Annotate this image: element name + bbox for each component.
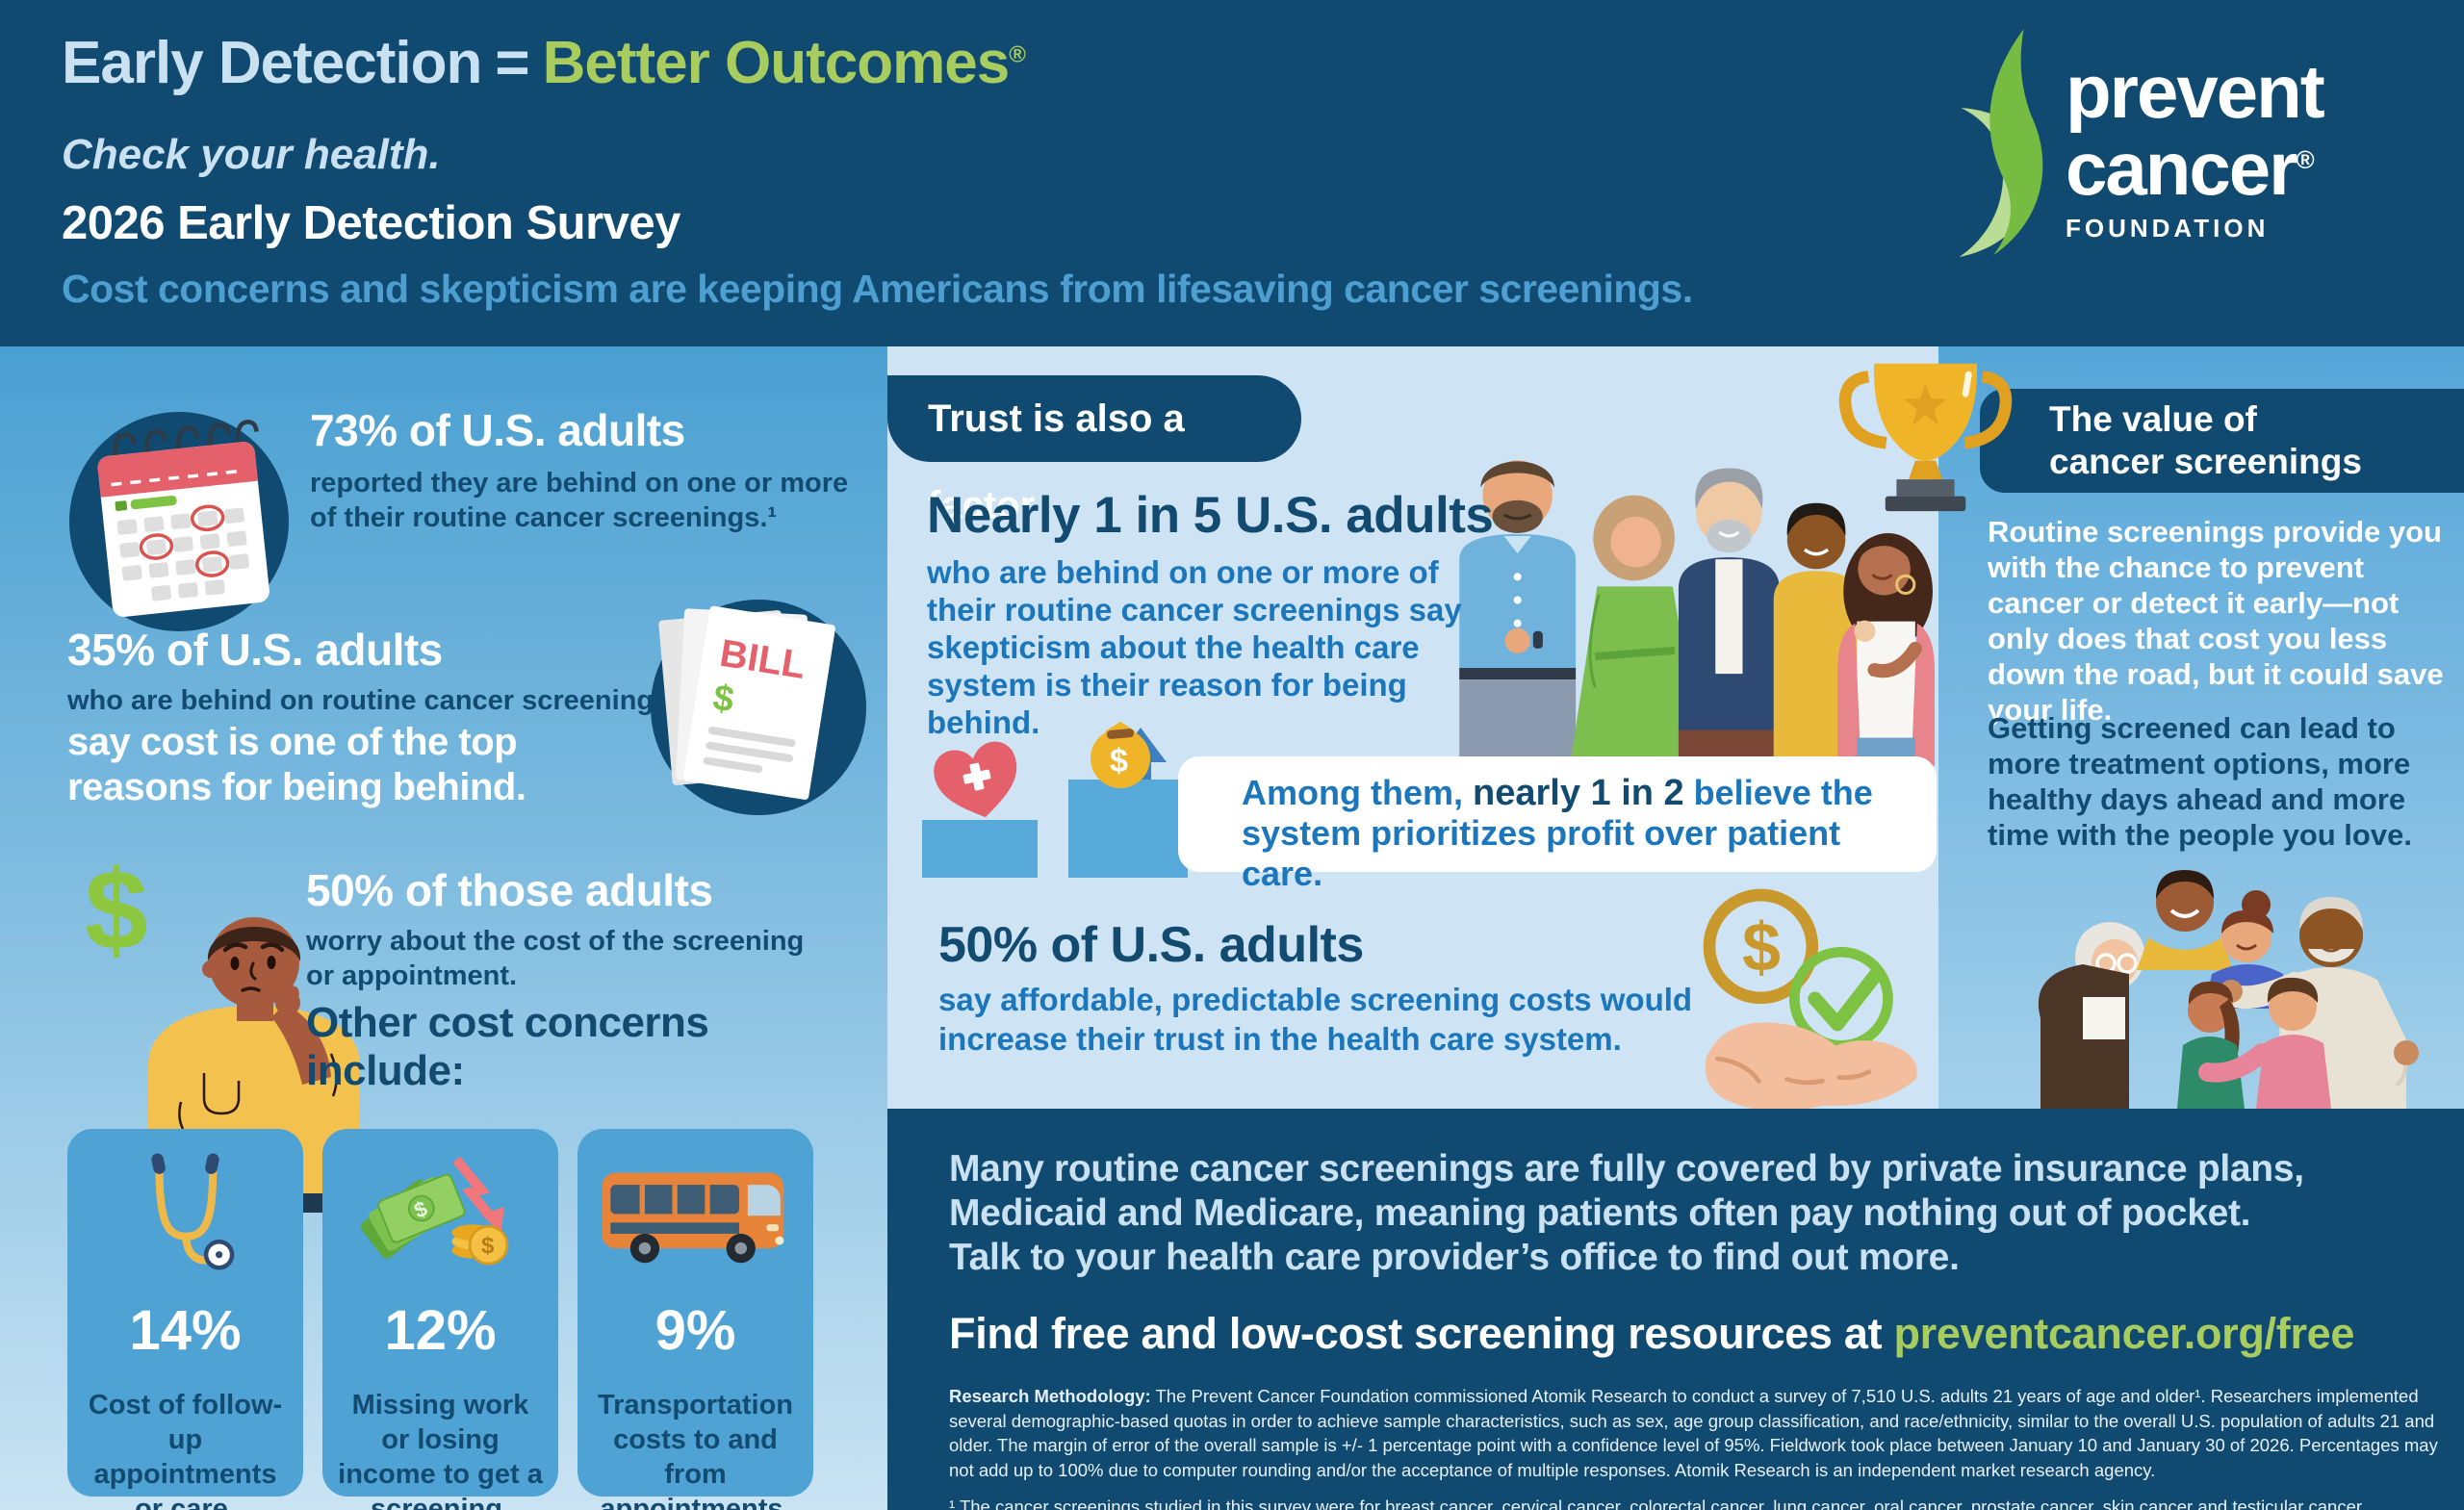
adults-group-illustration — [1459, 460, 1935, 766]
callout-bold: nearly 1 in 2 — [1473, 773, 1684, 813]
logo-ribbon-icon — [1959, 29, 2043, 258]
methodology-text: The Prevent Cancer Foundation commission… — [949, 1386, 2438, 1480]
callout-1in2: Among them, nearly 1 in 2 believe the sy… — [1178, 756, 1937, 893]
equals-sign: = — [495, 30, 529, 96]
logo-word-cancer: cancer® — [2066, 126, 2315, 211]
stat-1in5-headline: Nearly 1 in 5 U.S. adults — [927, 487, 1494, 544]
trust-section-header: Trust is also a factor — [887, 375, 1301, 526]
stat-73-headline: 73% of U.S. adults — [310, 405, 685, 455]
header-band: Early Detection = Better Outcomes® Check y… — [0, 0, 2464, 346]
screenings-footnote: ¹ The cancer screenings studied in this … — [949, 1497, 2367, 1510]
card-percentage: 14% — [129, 1299, 242, 1362]
title-early-detection: Early Detection — [62, 30, 482, 96]
footer-coverage-text: Many routine cancer screenings are fully… — [949, 1148, 2304, 1234]
affordable-cost-hand-icon: $ — [1703, 888, 1917, 1109]
footer-talk-text: Talk to your health care provider’s offi… — [949, 1237, 1960, 1278]
stat-50-left-headline: 50% of those adults — [306, 865, 713, 915]
stat-50-left-body: worry about the cost of the screening or… — [306, 926, 805, 991]
logo-word-foundation: FOUNDATION — [2066, 214, 2270, 243]
cost-card-followup: 14% Cost of follow-up appointments or ca… — [67, 1129, 303, 1510]
prevent-cancer-logo: prevent cancer® FOUNDATION — [1952, 21, 2448, 310]
lost-income-icon: $ $ — [336, 1140, 545, 1294]
stat-1in5-body: who are behind on one or more of their r… — [927, 554, 1462, 740]
medical-bill-icon: BILL $ — [651, 600, 866, 815]
health-vs-money-podium-icon: $ — [922, 722, 1188, 878]
other-cost-concerns-heading: Other cost concerns include: — [306, 999, 709, 1094]
family-hug-illustration — [2038, 870, 2419, 1109]
preventcancer-free-link[interactable]: preventcancer.org/free — [1893, 1309, 2355, 1358]
card-label: Cost of follow-up appointments or care. — [88, 1390, 283, 1510]
footer-band: Many routine cancer screenings are fully… — [887, 1109, 2464, 1510]
cta-prefix: Find free and low-cost screening resourc… — [949, 1309, 1894, 1358]
stat-35-headline: 35% of U.S. adults — [67, 625, 443, 675]
stat-50-mid-headline: 50% of U.S. adults — [938, 917, 1364, 973]
page-title: Early Detection = Better Outcomes® — [62, 29, 1026, 97]
card-percentage: 9% — [654, 1299, 736, 1362]
stat-50-mid-body: say affordable, predictable screening co… — [938, 982, 1693, 1057]
callout-prefix: Among them, — [1242, 773, 1473, 812]
research-methodology: Research Methodology: The Prevent Cancer… — [949, 1384, 2449, 1482]
stat-35-subline: who are behind on routine cancer screeni… — [67, 685, 670, 716]
tagline: Check your health. — [62, 131, 441, 178]
stat-35-emphasis: say cost is one of the top reasons for b… — [67, 721, 526, 808]
cost-card-transportation: 9% Transportation costs to and from appo… — [578, 1129, 813, 1510]
calendar-icon — [97, 420, 270, 617]
methodology-label: Research Methodology: — [949, 1386, 1151, 1406]
value-title-line2: cancer screenings — [2049, 442, 2362, 481]
value-paragraph-2: Getting screened can lead to more treatm… — [1988, 711, 2412, 852]
coin-dollar: $ — [1742, 909, 1781, 986]
bus-icon — [591, 1140, 800, 1294]
card-label: Missing work or losing income to get a s… — [338, 1390, 543, 1510]
card-percentage: 12% — [384, 1299, 497, 1362]
logo-registered-mark: ® — [2296, 145, 2315, 174]
value-paragraph-1: Routine screenings provide you with the … — [1988, 515, 2444, 727]
value-title-line1: The value of — [2049, 399, 2257, 439]
value-section-header: The value of cancer screenings — [1980, 389, 2464, 493]
logo-text: prevent cancer® FOUNDATION — [2066, 21, 2325, 243]
survey-subtitle: Cost concerns and skepticism are keeping… — [62, 267, 1693, 311]
card-label: Transportation costs to and from appoint… — [597, 1390, 793, 1510]
callout-suffix: believe the system prioritizes profit ov… — [1242, 773, 1873, 893]
trophy-icon — [1838, 363, 2013, 512]
dollar-icon: $ — [85, 847, 148, 974]
moneybag-dollar: $ — [1110, 743, 1128, 780]
cost-card-missing-work: $ $ 12% Missing work or losing income to… — [322, 1129, 558, 1510]
registered-mark: ® — [1009, 41, 1026, 68]
footer-cta: Find free and low-cost screening resourc… — [949, 1309, 2435, 1359]
svg-text:$: $ — [481, 1233, 495, 1259]
title-better-outcomes: Better Outcomes — [542, 30, 1011, 96]
stethoscope-icon — [81, 1140, 290, 1294]
survey-title: 2026 Early Detection Survey — [62, 197, 680, 249]
logo-word-prevent: prevent — [2066, 49, 2325, 134]
stat-73-body: reported they are behind on one or more … — [310, 468, 849, 533]
